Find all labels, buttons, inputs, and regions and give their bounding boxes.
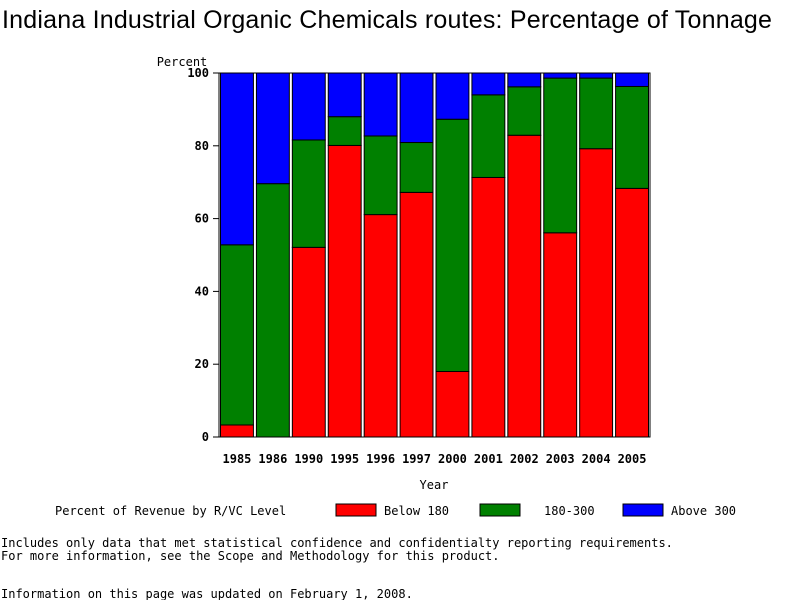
x-axis-label: Year [420,478,449,492]
bar-segment-1996-below-180 [363,214,398,438]
x-tick-label: 1986 [258,452,287,466]
x-tick-label: 2005 [618,452,647,466]
bar-segment-2004-180-300 [579,77,614,150]
y-tick-label: 100 [187,66,209,80]
bar-segment-2005-above-300 [615,72,649,87]
bar-segment-1990-below-180 [291,246,326,438]
x-tick-label: 2001 [474,452,503,466]
bar-segment-1995-180-300 [327,116,362,146]
bar-segment-1990-180-300 [291,139,326,248]
bar-segment-2001-below-180 [471,176,506,438]
bar-segment-1986-180-300 [255,183,290,438]
x-tick-label: 1995 [330,452,359,466]
footnote-confidence: Includes only data that met statistical … [1,536,673,550]
bar-segment-2000-below-180 [435,370,470,438]
stacked-bar-chart: Percent 0 20 40 60 80 100 1985 1986 1990 1995 199… [55,55,736,518]
bar-segment-2002-180-300 [507,86,542,136]
legend-swatch-below-180 [335,503,377,517]
legend-title: Percent of Revenue by R/VC Level [55,504,286,518]
bar-segment-2003-above-300 [543,72,578,79]
bar-segment-1996-180-300 [363,135,398,216]
x-tick-label: 2002 [510,452,539,466]
bar-segment-2003-below-180 [543,232,578,438]
bar-segment-1995-above-300 [327,72,362,118]
x-tick-label: 2004 [582,452,611,466]
bar-segment-2000-180-300 [435,118,470,372]
bar-segment-1997-above-300 [399,72,434,144]
x-tick-label: 1996 [366,452,395,466]
legend: Percent of Revenue by R/VC Level Below 1… [55,503,736,518]
bar-segment-2002-above-300 [507,72,542,88]
bar-segment-2001-180-300 [471,94,506,178]
y-axis-label: Percent [157,55,208,69]
footnote-methodology: For more information, see the Scope and … [1,549,500,563]
x-tick-label: 2000 [438,452,467,466]
y-tick-label: 60 [195,212,209,226]
bar-segment-1997-180-300 [399,142,434,193]
chart-title: Indiana Industrial Organic Chemicals rou… [2,6,773,34]
y-tick-label: 80 [195,139,209,153]
x-tick-label: 1985 [223,452,252,466]
bar-segment-2005-below-180 [615,187,649,438]
legend-swatch-180-300 [479,503,521,517]
y-tick-label: 0 [202,430,209,444]
x-axis: 1985 1986 1990 1995 1996 1997 2000 2001 2002 2003… [223,452,647,466]
bar-segment-1995-below-180 [327,144,362,438]
y-axis: 0 20 40 60 80 100 [187,66,219,444]
bar-segment-2000-above-300 [435,72,470,120]
bar-segment-1986-above-300 [255,72,290,185]
y-tick-label: 40 [195,284,209,298]
bar-segment-1985-above-300 [220,72,254,246]
bar-segment-2003-180-300 [543,77,578,234]
y-tick-label: 20 [195,357,209,371]
bar-segment-2001-above-300 [471,72,506,96]
bar-segment-1996-above-300 [363,72,398,137]
x-tick-label: 1997 [402,452,431,466]
bar-segment-2005-180-300 [615,85,649,189]
legend-label: Above 300 [671,504,736,518]
x-tick-label: 2003 [546,452,575,466]
bar-segment-1985-below-180 [220,424,254,438]
plot-frame [218,72,651,438]
bar-segment-2004-below-180 [579,148,614,438]
plot-area [218,72,651,438]
bar-segment-2002-below-180 [507,134,542,438]
bar-segment-2004-above-300 [579,72,614,79]
legend-swatch-above-300 [622,503,664,517]
bar-segment-1985-180-300 [220,244,254,426]
x-tick-label: 1990 [294,452,323,466]
bar-segment-1990-above-300 [291,72,326,141]
legend-label: Below 180 [384,504,449,518]
bar-segment-1997-below-180 [399,191,434,438]
footnote-updated: Information on this page was updated on … [1,587,413,600]
legend-label: 180-300 [544,504,595,518]
